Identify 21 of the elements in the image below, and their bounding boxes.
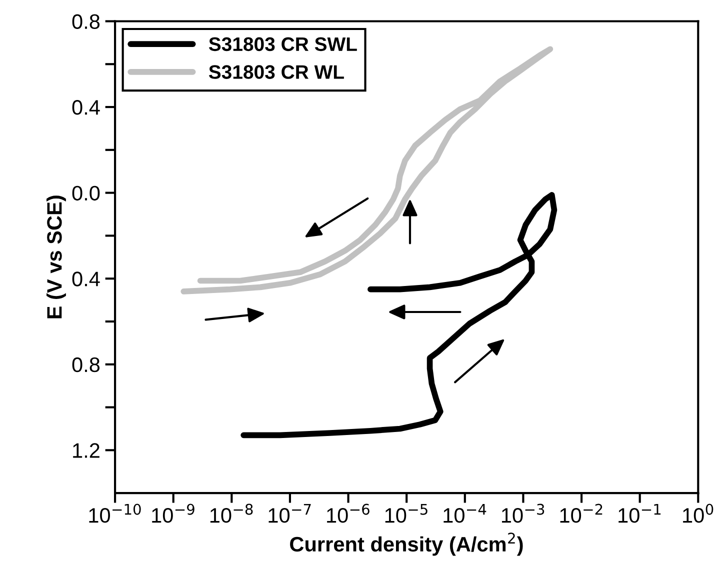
x-tick-label: 10$^{−7}$ (268, 504, 311, 523)
x-tick-label: 10$^{−1}$ (618, 504, 661, 523)
y-tick-label: 0.4 (72, 100, 100, 115)
y-tick-label: 0.8 (72, 357, 100, 372)
x-tick-label: 10$^{−5}$ (385, 504, 428, 523)
x-tick-label: 10$^{−2}$ (560, 504, 602, 523)
x-tick-label: 10$^{−10}$ (89, 504, 141, 523)
x-tick-label: 10$^{−9}$ (152, 504, 194, 523)
x-tick-label: 10$^{−4}$ (444, 504, 486, 523)
x-axis-title: Current density (A/cm$^{2}$) (290, 532, 523, 556)
legend-label: S31803 CR WL (208, 65, 344, 79)
x-tick-label: 10$^{0}$ (683, 504, 714, 523)
y-tick-label: 0.4 (72, 272, 100, 286)
x-tick-label: 10$^{−8}$ (210, 504, 253, 523)
x-tick-label: 10$^{−3}$ (502, 504, 544, 523)
y-axis-title: E (V vs SCE) (46, 196, 66, 318)
y-tick-label: 0.8 (72, 14, 100, 29)
legend-label: S31803 CR SWL (208, 37, 357, 52)
y-tick-label: 1.2 (73, 443, 100, 458)
y-tick-label: 0.0 (72, 186, 100, 201)
x-tick-label: 10$^{−6}$ (327, 504, 370, 523)
